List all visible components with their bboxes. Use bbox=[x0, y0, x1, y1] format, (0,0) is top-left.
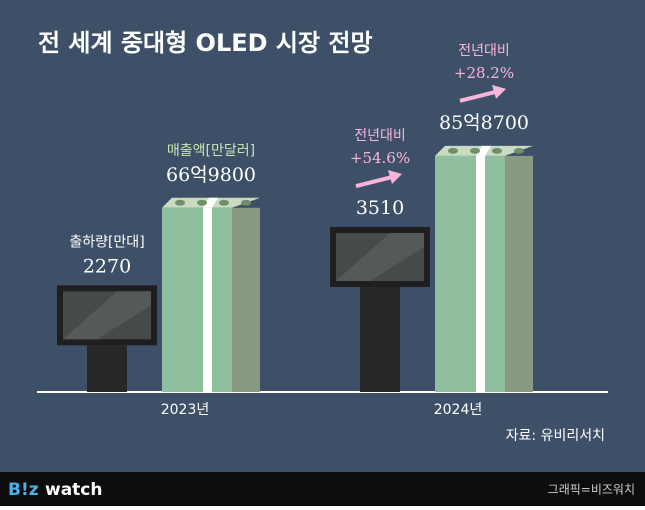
screen-glare bbox=[336, 233, 424, 282]
bill-mark bbox=[448, 147, 458, 154]
stack-band bbox=[203, 207, 212, 392]
money-stack bbox=[435, 145, 533, 392]
stack-band-top bbox=[476, 145, 491, 156]
change-label: 전년대비 bbox=[458, 43, 510, 59]
credit: 그래픽=비즈워치 bbox=[548, 483, 635, 497]
logo-left: B!z bbox=[8, 480, 39, 500]
x-tick-label: 2023년 bbox=[161, 402, 210, 418]
value-label: 85억8700 bbox=[439, 112, 529, 134]
change-label: 전년대비 bbox=[354, 128, 406, 144]
bill-mark bbox=[470, 147, 480, 154]
change-value: +54.6% bbox=[350, 149, 410, 167]
monitor bbox=[330, 227, 430, 392]
change-arrow bbox=[459, 89, 497, 103]
bill-mark bbox=[514, 147, 524, 154]
x-tick-label: 2024년 bbox=[434, 402, 483, 418]
monitor bbox=[57, 285, 157, 392]
background bbox=[0, 0, 645, 472]
stack-side bbox=[232, 207, 260, 392]
monitor-stand bbox=[87, 345, 127, 392]
logo-right: watch bbox=[45, 480, 102, 500]
bill-mark bbox=[175, 199, 185, 206]
bill-mark bbox=[219, 199, 229, 206]
footer-bar bbox=[0, 472, 645, 506]
stack-front bbox=[435, 155, 505, 392]
stack-front bbox=[162, 207, 232, 392]
value-label: 2270 bbox=[83, 255, 131, 277]
stack-band-top bbox=[203, 197, 218, 208]
change-arrowhead bbox=[388, 170, 402, 185]
stack-side bbox=[505, 155, 533, 392]
series-name: 매출액[만달러] bbox=[167, 143, 255, 159]
bill-mark bbox=[241, 199, 251, 206]
change-arrow bbox=[355, 175, 393, 188]
value-label: 66억9800 bbox=[166, 164, 256, 186]
change-arrowhead bbox=[492, 84, 506, 99]
money-stack bbox=[162, 197, 260, 392]
value-label: 3510 bbox=[356, 197, 404, 219]
change-value: +28.2% bbox=[454, 64, 514, 82]
source: 자료: 유비리서치 bbox=[506, 428, 605, 444]
series-name: 출하량[만대] bbox=[69, 234, 144, 250]
bill-mark bbox=[492, 147, 502, 154]
screen-glare bbox=[63, 291, 151, 340]
bill-mark bbox=[197, 199, 207, 206]
stack-band bbox=[476, 155, 485, 392]
chart-title: 전 세계 중대형 OLED 시장 전망 bbox=[38, 29, 373, 57]
monitor-stand bbox=[360, 287, 400, 392]
